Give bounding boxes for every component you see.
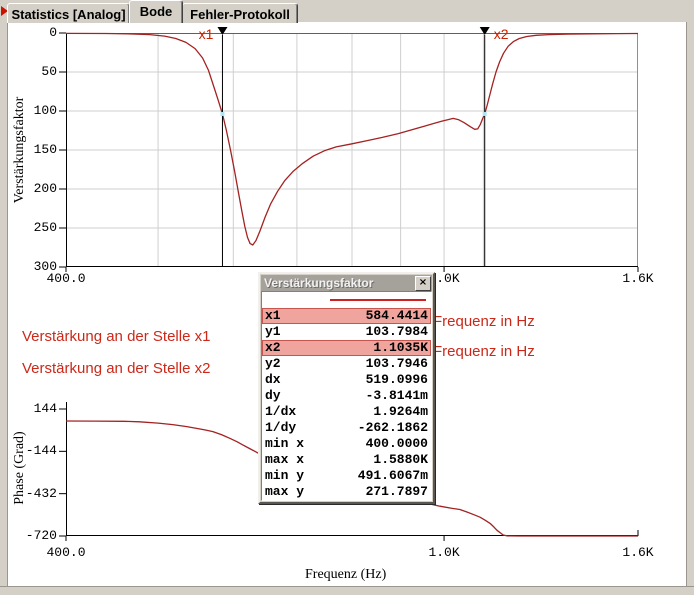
cursor-row-dy[interactable]: dy -3.8141m bbox=[262, 388, 431, 404]
cursor-row-value: 271.7897 bbox=[365, 484, 428, 499]
tab-fehler-protokoll[interactable]: Fehler-Protokoll bbox=[182, 3, 298, 23]
annotation-gain-at-x2: Verstärkung an der Stelle x2 bbox=[22, 360, 211, 377]
tab-scroll-arrow-icon[interactable] bbox=[1, 6, 8, 16]
cursor-handle-x2[interactable] bbox=[479, 27, 490, 35]
cursor-row-max-x[interactable]: max x 1.5880K bbox=[262, 452, 431, 468]
cursor-row-value: 400.0000 bbox=[365, 436, 428, 451]
close-icon[interactable]: × bbox=[415, 276, 431, 291]
cursor-handle-x1[interactable] bbox=[217, 27, 228, 35]
cursor-row-value: 491.6067m bbox=[357, 468, 428, 483]
cursor-row-value: 1.9264m bbox=[373, 404, 428, 419]
cursor-row-label: min x bbox=[265, 436, 305, 451]
series-Verstärkungsfaktor bbox=[65, 32, 639, 246]
cursor-row-1-dy[interactable]: 1/dy -262.1862 bbox=[262, 420, 431, 436]
cursor-row-label: y2 bbox=[265, 356, 281, 371]
cursor-row-min-x[interactable]: min x 400.0000 bbox=[262, 436, 431, 452]
cursor-row-value: 1.1035K bbox=[373, 340, 428, 355]
cursor-marker-x1 bbox=[220, 111, 225, 116]
cursor-row-label: max y bbox=[265, 484, 305, 499]
cursor-row-label: min y bbox=[265, 468, 305, 483]
cursor-row-value: 519.0996 bbox=[365, 372, 428, 387]
cursor-row-label: y1 bbox=[265, 324, 281, 339]
window-frame-left bbox=[0, 22, 8, 595]
cursor-row-label: dy bbox=[265, 388, 281, 403]
cursor-row-y1[interactable]: y1 103.7984 bbox=[262, 324, 431, 340]
window-frame-right bbox=[686, 22, 694, 595]
cursor-row-x2[interactable]: x2 1.1035K bbox=[262, 340, 431, 356]
cursor-row-label: x1 bbox=[265, 308, 281, 323]
tab-statistics-analog[interactable]: Statistics [Analog] bbox=[7, 3, 130, 23]
cursor-row-dx[interactable]: dx 519.0996 bbox=[262, 372, 431, 388]
tab-bar: Statistics [Analog] Bode Fehler-Protokol… bbox=[0, 0, 694, 23]
cursor-window-titlebar[interactable]: Verstärkungsfaktor × bbox=[261, 275, 432, 291]
annotation-freq-hz-2: Frequenz in Hz bbox=[433, 343, 535, 360]
annotation-freq-hz-1: Frequenz in Hz bbox=[433, 313, 535, 330]
cursor-marker-x2 bbox=[482, 111, 487, 116]
series-legend-line bbox=[329, 299, 426, 301]
window-frame-bottom bbox=[0, 586, 694, 595]
tab-bode[interactable]: Bode bbox=[129, 0, 183, 23]
cursor-window-body: x1 584.4414 y1 103.7984 x2 1.1035K y2 103.7946 d… bbox=[261, 291, 432, 501]
cursor-row-value: 103.7946 bbox=[365, 356, 428, 371]
cursor-row-value: -3.8141m bbox=[365, 388, 428, 403]
cursor-row-value: 584.4414 bbox=[365, 308, 428, 323]
cursor-row-label: 1/dx bbox=[265, 404, 297, 419]
cursor-row-y2[interactable]: y2 103.7946 bbox=[262, 356, 431, 372]
legend-row bbox=[262, 292, 431, 308]
cursor-row-value: -262.1862 bbox=[357, 420, 428, 435]
cursor-row-label: max x bbox=[265, 452, 305, 467]
cursor-row-label: 1/dy bbox=[265, 420, 297, 435]
cursor-row-value: 103.7984 bbox=[365, 324, 428, 339]
cursor-measurement-window: Verstärkungsfaktor × x1 584.4414 y1 103.798… bbox=[258, 272, 435, 504]
cursor-row-min-y[interactable]: min y 491.6067m bbox=[262, 468, 431, 484]
cursor-window-title: Verstärkungsfaktor bbox=[264, 276, 374, 290]
cursor-row-1-dx[interactable]: 1/dx 1.9264m bbox=[262, 404, 431, 420]
annotation-gain-at-x1: Verstärkung an der Stelle x1 bbox=[22, 328, 211, 345]
cursor-row-value: 1.5880K bbox=[373, 452, 428, 467]
cursor-row-label: x2 bbox=[265, 340, 281, 355]
cursor-row-x1[interactable]: x1 584.4414 bbox=[262, 308, 431, 324]
cursor-row-max-y[interactable]: max y 271.7897 bbox=[262, 484, 431, 500]
cursor-row-label: dx bbox=[265, 372, 281, 387]
